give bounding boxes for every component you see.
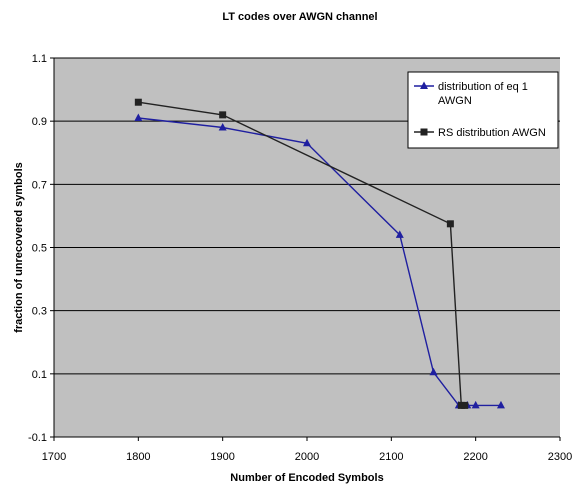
y-tick-label: 0.9 [32, 116, 47, 128]
series-2 [134, 98, 469, 409]
data-point [218, 122, 227, 131]
series-1 [134, 113, 505, 409]
data-point [134, 98, 142, 106]
data-point [219, 111, 227, 119]
legend-box [407, 71, 559, 149]
x-tick-label: 2200 [463, 451, 487, 463]
x-tick-label: 1700 [42, 451, 66, 463]
x-tick-label: 2100 [379, 451, 403, 463]
data-point [496, 400, 505, 409]
data-point [303, 138, 311, 147]
y-tick-label: 0.1 [32, 369, 47, 381]
x-axis-ticks: 1700 1800 1900 2000 2100 2200 2300 [42, 437, 572, 463]
gridlines [54, 57, 560, 375]
y-tick-label: -0.1 [28, 432, 47, 444]
x-tick-label: 2000 [295, 451, 319, 463]
y-tick-label: 1.1 [32, 53, 47, 65]
legend-label: RS distribution AWGN [438, 127, 546, 139]
y-tick-label: 0.7 [32, 179, 47, 191]
legend-swatch-marker [420, 128, 428, 136]
y-tick-label: 0.5 [32, 243, 47, 255]
y-axis-label: fraction of unrecovered symbols [13, 162, 25, 333]
data-point [395, 230, 404, 238]
legend-swatch-marker [420, 81, 428, 89]
y-axis-ticks: -0.1 0.1 0.3 0.5 0.7 0.9 1.1 [28, 53, 54, 444]
legend-item: RS distribution AWGN [414, 127, 546, 139]
legend-item: distribution of eq 1 AWGN [414, 81, 528, 107]
x-tick-label: 1900 [210, 451, 234, 463]
legend: distribution of eq 1 AWGN RS distribution … [407, 71, 559, 149]
data-point [134, 113, 143, 122]
chart-title: LT codes over AWGN channel [222, 11, 377, 23]
y-tick-label: 0.3 [32, 306, 47, 318]
data-point [471, 400, 480, 409]
legend-label: AWGN [438, 95, 472, 107]
series-layer [134, 98, 505, 409]
data-point [429, 367, 438, 376]
x-tick-label: 2300 [548, 451, 572, 463]
data-point [446, 220, 454, 228]
x-axis-label: Number of Encoded Symbols [230, 472, 383, 484]
legend-label: distribution of eq 1 [438, 81, 528, 93]
data-point [461, 401, 469, 409]
x-tick-label: 1800 [126, 451, 150, 463]
